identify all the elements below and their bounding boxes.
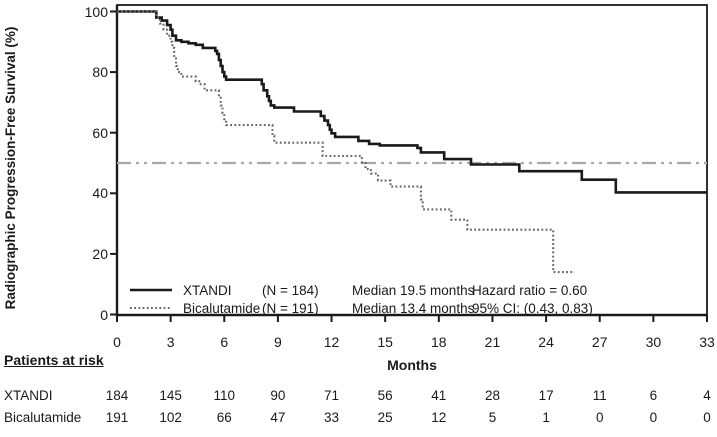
y-tick-label: 100 — [84, 3, 108, 20]
y-tick-label: 80 — [92, 64, 108, 81]
x-tick-label: 21 — [484, 334, 501, 350]
legend-series-n: (N = 191) — [262, 300, 319, 316]
risk-cell: 1 — [542, 410, 550, 425]
x-tick-label: 15 — [377, 334, 393, 350]
risk-cell: 0 — [649, 410, 658, 425]
x-tick-label: 27 — [591, 334, 608, 350]
risk-row-label: Bicalutamide — [4, 410, 82, 425]
plot-border — [116, 4, 708, 316]
km-curve-xtandi — [117, 10, 707, 194]
patients-at-risk-heading: Patients at risk — [4, 352, 104, 368]
y-tick-label: 0 — [100, 306, 108, 323]
x-tick-label: 18 — [431, 334, 447, 350]
risk-cell: 191 — [105, 410, 129, 425]
km-curve-bicalutamide — [117, 10, 575, 274]
x-tick-label: 12 — [323, 334, 340, 350]
legend-row-bicalutamide: Bicalutamide (N = 191) Median 13.4 month… — [128, 299, 688, 317]
bicalutamide-line-sample-icon — [130, 306, 172, 310]
xtandi-line-sample-icon — [130, 288, 172, 292]
x-tick-label: 33 — [699, 334, 715, 350]
risk-cell: 17 — [538, 388, 554, 403]
x-tick-label: 30 — [645, 334, 662, 350]
risk-cell: 145 — [159, 388, 182, 403]
y-tick-label: 40 — [92, 185, 108, 202]
risk-cell: 5 — [488, 410, 497, 425]
risk-cell: 102 — [159, 410, 182, 425]
risk-cell: 6 — [649, 388, 658, 403]
risk-cell: 47 — [270, 410, 286, 425]
risk-cell: 12 — [431, 410, 447, 425]
y-tick-label: 20 — [92, 245, 108, 262]
legend-confidence-interval: 95% CI: (0.43, 0.83) — [472, 300, 593, 316]
risk-cell: 33 — [324, 410, 340, 425]
risk-cell: 90 — [270, 388, 286, 403]
legend-series-median: Median 19.5 months — [352, 282, 475, 298]
x-tick-label: 9 — [274, 334, 282, 350]
x-tick-label: 6 — [220, 334, 229, 350]
x-tick-label: 3 — [166, 334, 175, 350]
risk-cell: 41 — [431, 388, 447, 403]
x-tick-label: 0 — [113, 334, 121, 350]
risk-cell: 71 — [324, 388, 340, 403]
risk-cell: 110 — [213, 388, 236, 403]
legend-series-n: (N = 184) — [262, 282, 319, 298]
legend-series-median: Median 13.4 months — [352, 300, 475, 316]
legend-row-xtandi: XTANDI (N = 184) Median 19.5 months Haza… — [128, 281, 688, 299]
legend-series-name: XTANDI — [183, 282, 232, 298]
risk-cell: 25 — [377, 410, 393, 425]
risk-row-label: XTANDI — [4, 388, 53, 403]
legend-series-name: Bicalutamide — [183, 300, 261, 316]
risk-cell: 11 — [592, 388, 607, 403]
risk-cell: 4 — [703, 388, 711, 403]
x-tick-label: 24 — [538, 334, 554, 350]
legend-hazard-ratio: Hazard ratio = 0.60 — [472, 282, 588, 298]
risk-cell: 56 — [377, 388, 393, 403]
risk-cell: 0 — [703, 410, 711, 425]
y-tick-label: 60 — [92, 124, 108, 141]
x-axis-title: Months — [387, 357, 437, 373]
risk-cell: 184 — [105, 388, 129, 403]
risk-cell: 28 — [484, 388, 500, 403]
risk-cell: 0 — [595, 410, 604, 425]
risk-cell: 66 — [216, 410, 232, 425]
